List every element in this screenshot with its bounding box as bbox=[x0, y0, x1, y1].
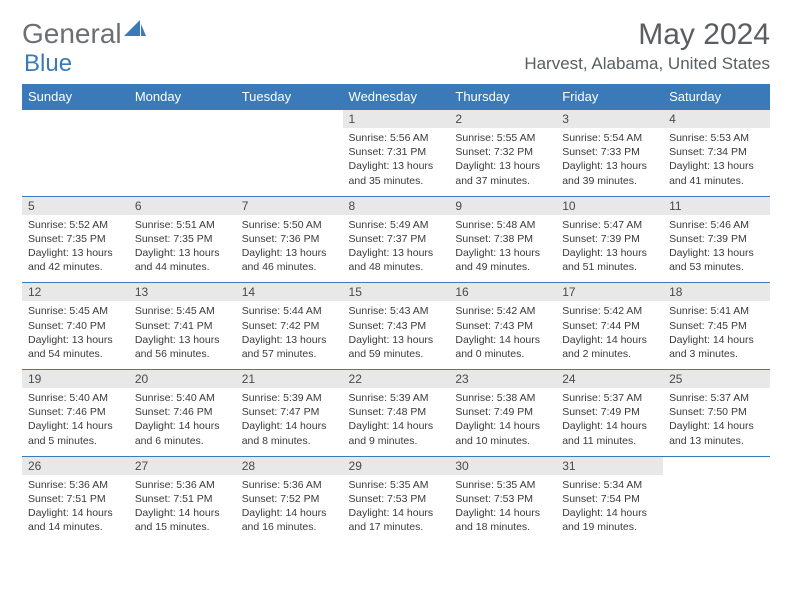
month-title: May 2024 bbox=[524, 18, 770, 52]
day-number-cell: 2 bbox=[449, 110, 556, 129]
day-content-cell: Sunrise: 5:42 AMSunset: 7:44 PMDaylight:… bbox=[556, 301, 663, 369]
day-number-cell: 20 bbox=[129, 370, 236, 389]
daynum-row: 262728293031 bbox=[22, 456, 770, 475]
location-text: Harvest, Alabama, United States bbox=[524, 54, 770, 74]
logo-text-general: General bbox=[22, 18, 122, 50]
day-number-cell: 16 bbox=[449, 283, 556, 302]
day-number-cell: 18 bbox=[663, 283, 770, 302]
day-content-cell: Sunrise: 5:38 AMSunset: 7:49 PMDaylight:… bbox=[449, 388, 556, 456]
daynum-row: 1234 bbox=[22, 110, 770, 129]
content-row: Sunrise: 5:40 AMSunset: 7:46 PMDaylight:… bbox=[22, 388, 770, 456]
day-content-cell: Sunrise: 5:36 AMSunset: 7:51 PMDaylight:… bbox=[129, 475, 236, 543]
day-content-cell: Sunrise: 5:45 AMSunset: 7:41 PMDaylight:… bbox=[129, 301, 236, 369]
content-row: Sunrise: 5:52 AMSunset: 7:35 PMDaylight:… bbox=[22, 215, 770, 283]
day-content-cell: Sunrise: 5:37 AMSunset: 7:50 PMDaylight:… bbox=[663, 388, 770, 456]
dayname: Thursday bbox=[449, 84, 556, 110]
day-number-cell: 24 bbox=[556, 370, 663, 389]
day-content-cell: Sunrise: 5:55 AMSunset: 7:32 PMDaylight:… bbox=[449, 128, 556, 196]
calendar-table: Sunday Monday Tuesday Wednesday Thursday… bbox=[22, 84, 770, 543]
dayname: Wednesday bbox=[343, 84, 450, 110]
day-number-cell: 12 bbox=[22, 283, 129, 302]
day-content-cell: Sunrise: 5:52 AMSunset: 7:35 PMDaylight:… bbox=[22, 215, 129, 283]
day-content-cell: Sunrise: 5:47 AMSunset: 7:39 PMDaylight:… bbox=[556, 215, 663, 283]
day-content-cell: Sunrise: 5:41 AMSunset: 7:45 PMDaylight:… bbox=[663, 301, 770, 369]
day-number-cell: 5 bbox=[22, 196, 129, 215]
day-content-cell: Sunrise: 5:39 AMSunset: 7:48 PMDaylight:… bbox=[343, 388, 450, 456]
day-number-cell: 19 bbox=[22, 370, 129, 389]
day-number-cell: 29 bbox=[343, 456, 450, 475]
dayname: Friday bbox=[556, 84, 663, 110]
dayname: Monday bbox=[129, 84, 236, 110]
logo-sail-icon bbox=[124, 20, 146, 43]
dayname: Saturday bbox=[663, 84, 770, 110]
day-number-cell: 26 bbox=[22, 456, 129, 475]
day-number-cell: 6 bbox=[129, 196, 236, 215]
day-number-cell: 13 bbox=[129, 283, 236, 302]
content-row: Sunrise: 5:56 AMSunset: 7:31 PMDaylight:… bbox=[22, 128, 770, 196]
day-number-cell: 10 bbox=[556, 196, 663, 215]
day-number-cell bbox=[663, 456, 770, 475]
day-content-cell: Sunrise: 5:39 AMSunset: 7:47 PMDaylight:… bbox=[236, 388, 343, 456]
day-number-cell: 15 bbox=[343, 283, 450, 302]
day-number-cell bbox=[236, 110, 343, 129]
dayname: Tuesday bbox=[236, 84, 343, 110]
logo: General bbox=[22, 18, 146, 50]
day-content-cell: Sunrise: 5:46 AMSunset: 7:39 PMDaylight:… bbox=[663, 215, 770, 283]
day-content-cell: Sunrise: 5:36 AMSunset: 7:52 PMDaylight:… bbox=[236, 475, 343, 543]
day-content-cell bbox=[663, 475, 770, 543]
day-number-cell bbox=[22, 110, 129, 129]
day-number-cell: 8 bbox=[343, 196, 450, 215]
day-number-cell: 23 bbox=[449, 370, 556, 389]
day-content-cell: Sunrise: 5:35 AMSunset: 7:53 PMDaylight:… bbox=[449, 475, 556, 543]
daynum-row: 19202122232425 bbox=[22, 370, 770, 389]
daynum-row: 567891011 bbox=[22, 196, 770, 215]
day-content-cell: Sunrise: 5:34 AMSunset: 7:54 PMDaylight:… bbox=[556, 475, 663, 543]
day-number-cell: 28 bbox=[236, 456, 343, 475]
logo-text-blue: Blue bbox=[24, 50, 72, 77]
day-number-cell: 14 bbox=[236, 283, 343, 302]
day-content-cell: Sunrise: 5:56 AMSunset: 7:31 PMDaylight:… bbox=[343, 128, 450, 196]
day-content-cell bbox=[236, 128, 343, 196]
title-block: May 2024 Harvest, Alabama, United States bbox=[524, 18, 770, 74]
content-row: Sunrise: 5:36 AMSunset: 7:51 PMDaylight:… bbox=[22, 475, 770, 543]
day-content-cell: Sunrise: 5:40 AMSunset: 7:46 PMDaylight:… bbox=[22, 388, 129, 456]
day-content-cell bbox=[22, 128, 129, 196]
day-content-cell: Sunrise: 5:36 AMSunset: 7:51 PMDaylight:… bbox=[22, 475, 129, 543]
day-number-cell: 9 bbox=[449, 196, 556, 215]
day-content-cell: Sunrise: 5:42 AMSunset: 7:43 PMDaylight:… bbox=[449, 301, 556, 369]
day-content-cell: Sunrise: 5:44 AMSunset: 7:42 PMDaylight:… bbox=[236, 301, 343, 369]
calendar-body: 1234Sunrise: 5:56 AMSunset: 7:31 PMDayli… bbox=[22, 110, 770, 543]
day-content-cell: Sunrise: 5:54 AMSunset: 7:33 PMDaylight:… bbox=[556, 128, 663, 196]
day-number-cell bbox=[129, 110, 236, 129]
day-number-cell: 25 bbox=[663, 370, 770, 389]
day-number-cell: 1 bbox=[343, 110, 450, 129]
day-number-cell: 30 bbox=[449, 456, 556, 475]
day-content-cell: Sunrise: 5:53 AMSunset: 7:34 PMDaylight:… bbox=[663, 128, 770, 196]
day-content-cell: Sunrise: 5:43 AMSunset: 7:43 PMDaylight:… bbox=[343, 301, 450, 369]
dayname: Sunday bbox=[22, 84, 129, 110]
day-content-cell: Sunrise: 5:48 AMSunset: 7:38 PMDaylight:… bbox=[449, 215, 556, 283]
day-content-cell: Sunrise: 5:35 AMSunset: 7:53 PMDaylight:… bbox=[343, 475, 450, 543]
day-content-cell: Sunrise: 5:40 AMSunset: 7:46 PMDaylight:… bbox=[129, 388, 236, 456]
content-row: Sunrise: 5:45 AMSunset: 7:40 PMDaylight:… bbox=[22, 301, 770, 369]
day-number-cell: 31 bbox=[556, 456, 663, 475]
day-number-cell: 22 bbox=[343, 370, 450, 389]
day-number-cell: 11 bbox=[663, 196, 770, 215]
day-number-cell: 7 bbox=[236, 196, 343, 215]
day-number-cell: 4 bbox=[663, 110, 770, 129]
day-content-cell: Sunrise: 5:45 AMSunset: 7:40 PMDaylight:… bbox=[22, 301, 129, 369]
day-content-cell: Sunrise: 5:50 AMSunset: 7:36 PMDaylight:… bbox=[236, 215, 343, 283]
day-number-cell: 3 bbox=[556, 110, 663, 129]
day-content-cell: Sunrise: 5:49 AMSunset: 7:37 PMDaylight:… bbox=[343, 215, 450, 283]
day-content-cell: Sunrise: 5:51 AMSunset: 7:35 PMDaylight:… bbox=[129, 215, 236, 283]
day-content-cell: Sunrise: 5:37 AMSunset: 7:49 PMDaylight:… bbox=[556, 388, 663, 456]
day-number-cell: 17 bbox=[556, 283, 663, 302]
day-content-cell bbox=[129, 128, 236, 196]
day-number-cell: 21 bbox=[236, 370, 343, 389]
dayname-row: Sunday Monday Tuesday Wednesday Thursday… bbox=[22, 84, 770, 110]
daynum-row: 12131415161718 bbox=[22, 283, 770, 302]
day-number-cell: 27 bbox=[129, 456, 236, 475]
